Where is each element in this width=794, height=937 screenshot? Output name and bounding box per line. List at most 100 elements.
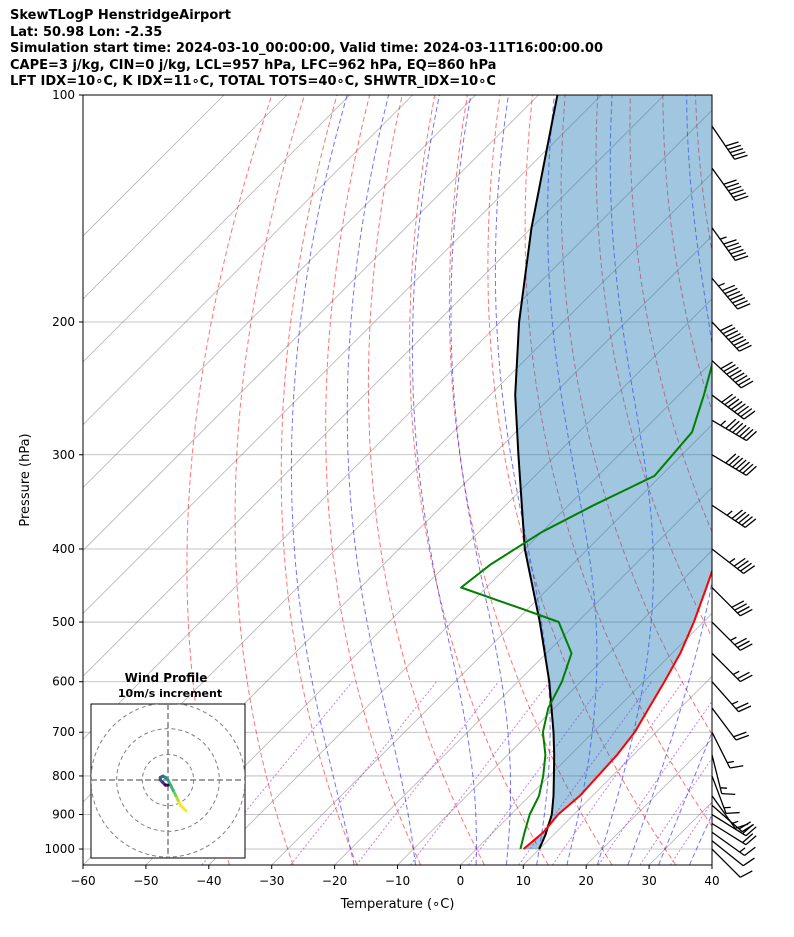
- x-tick-label: −30: [259, 874, 284, 888]
- wind-barbs: [711, 125, 757, 878]
- hodograph-plot: [91, 704, 245, 858]
- profile-lines: [460, 95, 712, 850]
- temperature-profile-line: [522, 568, 712, 850]
- moist-adiabat-line: [411, 95, 477, 865]
- wind-barb: [711, 621, 753, 651]
- wind-barb: [711, 731, 744, 769]
- dry-adiabat-line: [595, 95, 712, 639]
- moist-adiabat-line: [346, 95, 416, 865]
- x-tick-label: 0: [457, 874, 465, 888]
- dry-adiabat-line: [662, 95, 712, 413]
- y-tick-label: 300: [52, 448, 75, 462]
- moist-adiabat-line: [596, 95, 654, 865]
- y-tick-label: 200: [52, 315, 75, 329]
- wind-barb: [711, 321, 752, 352]
- dry-adiabat-line: [409, 95, 549, 865]
- isotherm-line: [460, 612, 712, 865]
- mixing-ratio-line: [518, 681, 652, 865]
- mixing-ratio-line: [597, 700, 712, 865]
- isotherm-line: [523, 675, 712, 865]
- x-tick-label: −60: [70, 874, 95, 888]
- isotherm-line: [145, 298, 712, 865]
- x-tick-label: −20: [322, 874, 347, 888]
- isotherm-line: [334, 487, 712, 865]
- isotherm-line: [83, 95, 351, 363]
- y-tick-label: 500: [52, 615, 75, 629]
- wind-barb: [711, 822, 757, 846]
- y-tick-label: 900: [52, 808, 75, 822]
- isotherm-line: [208, 361, 712, 865]
- moist-adiabat-line: [450, 95, 511, 865]
- y-axis-label: Pressure (hPa): [18, 433, 33, 526]
- station-location: Lat: 50.98 Lon: -2.35: [10, 24, 163, 40]
- dry-adiabat-line: [560, 95, 712, 736]
- wind-barb: [711, 277, 751, 310]
- isotherm-line: [83, 95, 476, 489]
- wind-barb: [711, 848, 753, 878]
- isotherm-line: [711, 864, 712, 865]
- x-tick-label: 20: [579, 874, 594, 888]
- wind-barb: [711, 840, 755, 867]
- cape-indices: CAPE=3 j/kg, CIN=0 j/kg, LCL=957 hPa, LF…: [10, 57, 497, 73]
- x-tick-label: −10: [385, 874, 410, 888]
- y-tick-label: 600: [52, 675, 75, 689]
- cape-area: [515, 95, 712, 849]
- wind-barb: [711, 453, 757, 476]
- isotherm-line: [83, 95, 665, 677]
- chart-header: SkewTLogP HenstridgeAirport Lat: 50.98 L…: [10, 8, 603, 91]
- wind-barb: [711, 548, 756, 575]
- moist-adiabat-line: [547, 95, 598, 865]
- isotherm-line: [83, 95, 413, 426]
- wind-barb: [711, 831, 756, 857]
- moist-adiabat-line: [627, 95, 712, 865]
- moist-adiabat-line: [290, 95, 355, 865]
- hodograph-title: Wind Profile: [125, 671, 208, 685]
- wind-barb: [711, 587, 753, 617]
- wind-barb: [711, 775, 740, 815]
- y-tick-label: 800: [52, 769, 75, 783]
- isotherm-line: [83, 95, 602, 614]
- x-axis-label: Temperature (∘C): [340, 897, 455, 912]
- y-tick-label: 1000: [44, 842, 75, 856]
- wind-barb: [711, 754, 736, 795]
- wind-barb: [711, 227, 749, 261]
- dry-adiabat-line: [448, 95, 613, 865]
- dry-adiabat-line: [234, 95, 305, 865]
- isotherm-line: [83, 95, 288, 300]
- y-tick-label: 100: [52, 88, 75, 102]
- mixing-ratio-line: [409, 681, 550, 865]
- mixing-ratio-line: [551, 681, 684, 865]
- parcel-profile-line: [514, 95, 559, 850]
- wind-barb: [711, 681, 752, 713]
- dry-adiabat-line: [367, 95, 485, 865]
- x-tick-label: 40: [704, 874, 719, 888]
- x-tick-label: 10: [516, 874, 531, 888]
- wind-barb: [711, 418, 757, 442]
- dry-adiabat-line: [325, 95, 422, 865]
- isotherm-line: [271, 424, 712, 865]
- y-tick-label: 700: [52, 725, 75, 739]
- dry-adiabat-line: [280, 95, 358, 865]
- moist-adiabat-line: [658, 730, 712, 865]
- mixing-ratio-line: [639, 757, 712, 865]
- stability-indices: LFT IDX=10∘C, K IDX=11∘C, TOTAL TOTS=40∘…: [10, 74, 496, 89]
- isotherm-line: [83, 95, 539, 552]
- wind-barb: [711, 707, 750, 741]
- x-tick-label: −40: [196, 874, 221, 888]
- wind-barb: [711, 795, 749, 829]
- wind-barb: [711, 652, 753, 683]
- background-lines: [83, 95, 794, 865]
- hodograph-subtitle: 10m/s increment: [118, 687, 222, 700]
- axes: −60 −50 −40 −30 −20 −10 0 10 20 30 40 100 200 300 400 5…: [44, 88, 719, 888]
- wind-barb: [711, 393, 756, 420]
- simulation-times: Simulation start time: 2024-03-10_00:00:…: [10, 41, 603, 56]
- y-tick-label: 400: [52, 542, 75, 556]
- x-tick-label: −50: [133, 874, 158, 888]
- mixing-ratio-line: [290, 681, 437, 865]
- dry-adiabat-line: [524, 95, 712, 828]
- isotherm-line: [397, 549, 712, 865]
- x-tick-label: 30: [641, 874, 656, 888]
- dry-adiabat-line: [186, 95, 273, 865]
- dry-adiabat-line: [761, 95, 794, 865]
